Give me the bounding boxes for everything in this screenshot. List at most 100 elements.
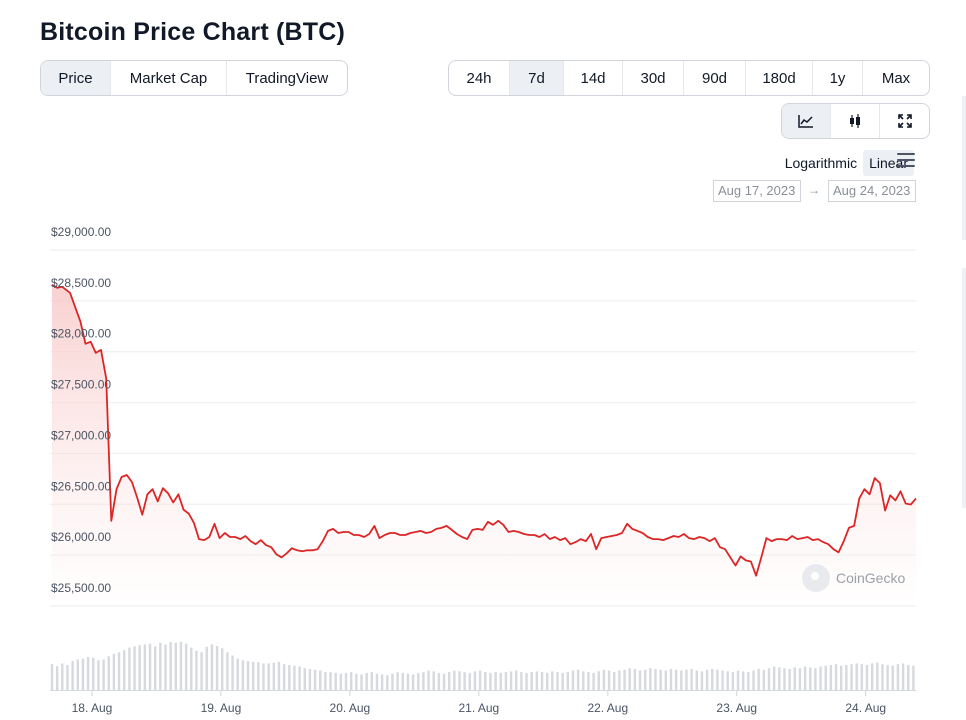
y-tick-label: $28,000.00 bbox=[51, 327, 111, 341]
volume-bar bbox=[380, 674, 384, 690]
volume-bar bbox=[494, 672, 497, 690]
volume-bar bbox=[515, 670, 518, 690]
fullscreen-button[interactable] bbox=[880, 104, 929, 138]
volume-bar bbox=[597, 671, 600, 690]
volume-bar bbox=[50, 664, 54, 690]
volume-bar bbox=[200, 652, 203, 690]
volume-bar bbox=[545, 672, 549, 690]
volume-bar bbox=[463, 672, 466, 690]
volume-bar bbox=[788, 668, 791, 690]
volume-bar bbox=[81, 658, 85, 690]
volume-bar bbox=[205, 646, 208, 690]
volume-bar bbox=[313, 669, 317, 690]
volume-bar bbox=[159, 642, 162, 690]
volume-bar bbox=[613, 672, 616, 690]
range-24h-button[interactable]: 24h bbox=[449, 61, 510, 95]
volume-bar bbox=[76, 659, 79, 690]
line-view-button[interactable] bbox=[782, 104, 831, 138]
range-30d-button[interactable]: 30d bbox=[623, 61, 684, 95]
volume-bar bbox=[334, 672, 337, 690]
volume-bar bbox=[215, 645, 219, 690]
volume-bar bbox=[907, 664, 910, 690]
volume-bar bbox=[401, 672, 404, 690]
volume-bar bbox=[133, 646, 136, 690]
volume-bar bbox=[251, 661, 255, 690]
x-tick-label: 22. Aug bbox=[587, 701, 628, 715]
y-tick-label: $29,000.00 bbox=[51, 225, 111, 239]
tab-market-cap[interactable]: Market Cap bbox=[111, 61, 227, 95]
volume-bar bbox=[850, 664, 853, 690]
volume-bar bbox=[721, 670, 724, 690]
volume-bar bbox=[819, 666, 822, 690]
volume-bar bbox=[184, 643, 188, 690]
volume-bar bbox=[876, 662, 879, 690]
scale-logarithmic-option[interactable]: Logarithmic bbox=[784, 155, 858, 171]
tab-tradingview[interactable]: TradingView bbox=[245, 69, 329, 87]
range-90d-button[interactable]: 90d bbox=[684, 61, 746, 95]
volume-bar bbox=[798, 668, 802, 690]
volume-bar bbox=[174, 642, 177, 690]
volume-bar bbox=[834, 664, 838, 690]
candlestick-view-button[interactable] bbox=[831, 104, 880, 138]
volume-bar bbox=[896, 664, 900, 690]
x-tick-label: 19. Aug bbox=[201, 701, 242, 715]
volume-bar bbox=[803, 666, 807, 690]
volume-bar bbox=[757, 668, 760, 690]
volume-bar bbox=[669, 668, 673, 690]
volume-bar bbox=[427, 670, 430, 690]
volume-bar bbox=[772, 666, 776, 690]
volume-bar bbox=[561, 672, 564, 690]
hamburger-menu-icon[interactable] bbox=[897, 153, 915, 167]
volume-bar bbox=[164, 644, 167, 690]
coingecko-logo-icon bbox=[802, 564, 830, 592]
volume-bar bbox=[241, 660, 245, 690]
volume-bar bbox=[453, 670, 456, 690]
candlestick-icon bbox=[850, 114, 860, 128]
volume-bar bbox=[308, 668, 312, 690]
volume-bar bbox=[711, 668, 714, 690]
volume-bar bbox=[551, 671, 554, 690]
y-tick-label: $28,500.00 bbox=[51, 276, 111, 290]
volume-bar bbox=[870, 663, 874, 690]
volume-bar bbox=[638, 670, 642, 690]
volume-bar bbox=[809, 667, 812, 690]
volume-bar bbox=[55, 666, 59, 690]
volume-bar bbox=[623, 669, 626, 690]
volume-bar bbox=[540, 672, 544, 690]
volume-bar bbox=[530, 672, 533, 690]
volume-bar bbox=[112, 653, 116, 690]
volume-bar bbox=[92, 657, 95, 690]
volume-bar bbox=[391, 673, 394, 690]
volume-bar bbox=[592, 672, 595, 690]
date-from-input[interactable]: Aug 17, 2023 bbox=[713, 180, 801, 202]
volume-bar bbox=[246, 661, 250, 690]
volume-bar bbox=[473, 671, 477, 690]
volume-bar bbox=[556, 672, 559, 690]
volume-bar bbox=[365, 672, 368, 690]
range-1y-button[interactable]: 1y bbox=[813, 61, 863, 95]
price-line bbox=[51, 284, 917, 577]
date-to-input[interactable]: Aug 24, 2023 bbox=[828, 180, 916, 202]
volume-bar bbox=[339, 673, 343, 690]
tab-price[interactable]: Price bbox=[41, 61, 111, 95]
volume-bar bbox=[499, 672, 502, 690]
volume-bar bbox=[489, 672, 492, 690]
volume-bar bbox=[535, 671, 539, 690]
volume-bar bbox=[736, 670, 740, 690]
y-tick-label: $27,000.00 bbox=[51, 428, 111, 442]
range-14d-button[interactable]: 14d bbox=[564, 61, 623, 95]
volume-bar bbox=[607, 670, 611, 690]
range-7d-button[interactable]: 7d bbox=[510, 61, 564, 95]
volume-bar bbox=[231, 655, 234, 690]
coingecko-watermark: CoinGecko bbox=[802, 564, 905, 592]
volume-bar bbox=[664, 670, 668, 690]
chart-type-tabs: Price Market Cap TradingView bbox=[40, 60, 348, 96]
volume-bar bbox=[582, 671, 585, 690]
range-180d-button[interactable]: 180d bbox=[746, 61, 813, 95]
volume-bar bbox=[793, 667, 796, 690]
volume-bar bbox=[432, 671, 435, 690]
volume-bar bbox=[747, 672, 750, 690]
range-max-button[interactable]: Max bbox=[881, 69, 911, 87]
volume-bar bbox=[282, 664, 286, 690]
